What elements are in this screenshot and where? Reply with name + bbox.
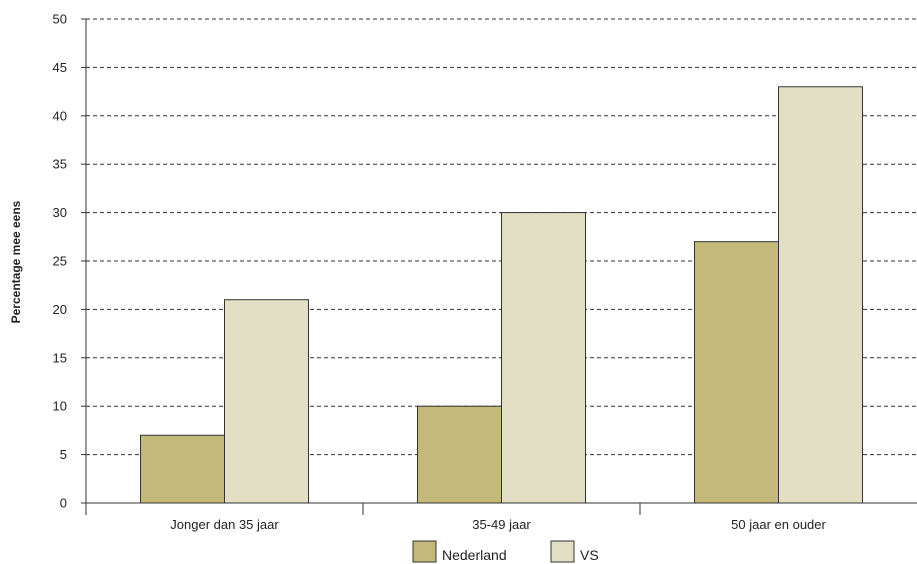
y-tick-label: 40	[53, 108, 67, 123]
axes	[85, 19, 917, 504]
legend: Nederland VS	[412, 540, 599, 563]
bars	[140, 86, 863, 504]
bar-vs-3	[778, 86, 863, 504]
y-tick-label: 10	[53, 399, 67, 414]
legend-label-vs: VS	[580, 547, 599, 563]
legend-swatch-nederland	[412, 540, 437, 563]
x-category-label: Jonger dan 35 jaar	[170, 517, 279, 532]
y-axis-label: Percentage mee eens	[9, 200, 23, 323]
y-tick-label: 5	[60, 447, 67, 462]
y-tick-label: 20	[53, 302, 67, 317]
bar-nederland-2	[417, 405, 502, 504]
y-tick-label: 0	[60, 496, 67, 511]
y-tick-label: 35	[53, 157, 67, 172]
y-tick-label: 25	[53, 254, 67, 269]
x-category-label: 50 jaar en ouder	[731, 517, 826, 532]
legend-label-nederland: Nederland	[442, 547, 507, 563]
y-tick-label: 15	[53, 350, 67, 365]
y-tick-label: 45	[53, 60, 67, 75]
bar-nederland-1	[140, 434, 225, 504]
bar-vs-1	[224, 299, 309, 504]
y-tick-label: 50	[53, 12, 67, 27]
legend-swatch-vs	[550, 540, 575, 563]
x-axis-categories: Jonger dan 35 jaar 35-49 jaar 50 jaar en o…	[85, 503, 827, 532]
y-tick-label: 30	[53, 205, 67, 220]
bar-nederland-3	[694, 241, 779, 504]
x-category-label: 35-49 jaar	[472, 517, 531, 532]
y-axis-ticks: 0 5 10 15 20 25 30 35 40 45 50	[53, 12, 86, 511]
bar-vs-2	[501, 212, 586, 504]
